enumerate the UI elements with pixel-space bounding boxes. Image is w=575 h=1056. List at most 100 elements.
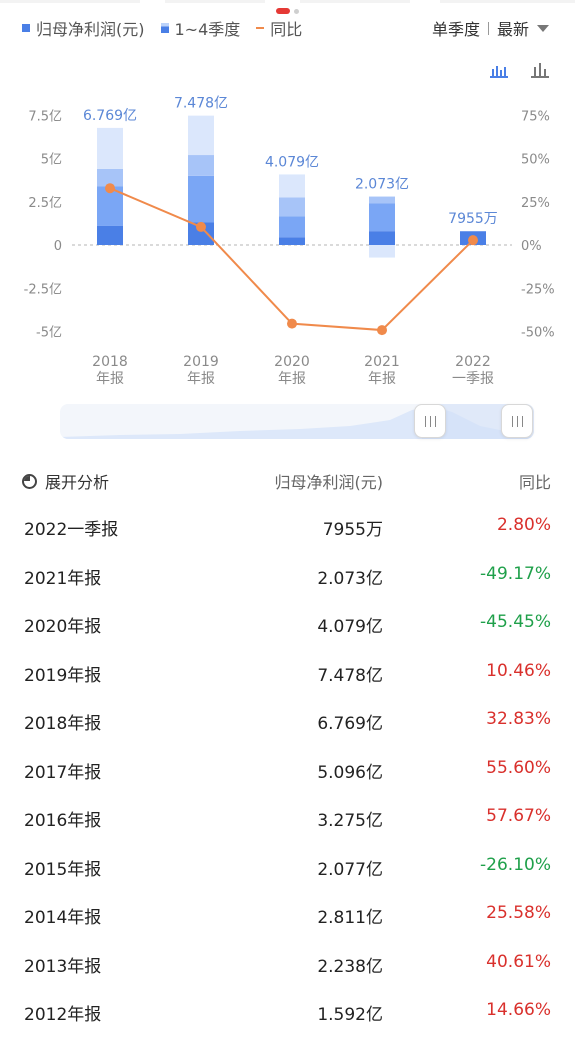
- bar-total-label: 7.478亿: [174, 96, 228, 112]
- bar-segment: [97, 225, 123, 245]
- row-period: 2012年报: [24, 1005, 102, 1025]
- range-slider[interactable]: [60, 404, 534, 439]
- drag-handle-icon[interactable]: [414, 404, 446, 438]
- row-yoy: 40.61%: [486, 951, 551, 972]
- bar-segment: [369, 196, 395, 204]
- left-axis-tick-label: 2.5亿: [28, 196, 62, 211]
- x-axis-tick-label: 2021: [364, 354, 400, 370]
- row-value: 2.238亿: [317, 956, 383, 977]
- table-row[interactable]: 2017年报 5.096亿 55.60%: [0, 746, 575, 795]
- table-row[interactable]: 2020年报 4.079亿 -45.45%: [0, 600, 575, 649]
- page-indicator-inactive[interactable]: [294, 9, 299, 14]
- right-axis-tick-label: -25%: [521, 282, 555, 297]
- row-period: 2021年报: [24, 568, 102, 589]
- bar-segment: [188, 115, 214, 156]
- chevron-down-icon[interactable]: [537, 24, 549, 32]
- legend-swatch-quarters: [160, 23, 169, 33]
- row-yoy: 2.80%: [496, 515, 551, 535]
- x-axis-tick-label: 2022: [455, 354, 491, 370]
- table-row[interactable]: 2013年报 2.238亿 40.61%: [0, 940, 575, 989]
- row-period: 2018年报: [24, 714, 102, 734]
- right-axis-tick-label: 75%: [521, 109, 550, 124]
- bar-segment: [188, 222, 214, 245]
- row-yoy: 25.58%: [486, 903, 551, 923]
- top-tab-strip: [0, 0, 575, 8]
- x-axis-tick-label: 年报: [368, 371, 396, 387]
- row-value: 2.077亿: [317, 859, 383, 880]
- right-axis-tick-label: 50%: [521, 153, 550, 168]
- left-axis-tick-label: -2.5亿: [24, 282, 62, 297]
- bar-total-label: 4.079亿: [265, 154, 319, 170]
- table-row[interactable]: 2021年报 2.073亿 -49.17%: [0, 552, 575, 601]
- row-period: 2020年报: [24, 617, 102, 637]
- row-value: 4.079亿: [317, 617, 383, 637]
- legend-item-yoy[interactable]: 同比: [256, 16, 302, 40]
- row-value: 1.592亿: [317, 1005, 383, 1025]
- table-row[interactable]: 2015年报 2.077亿 -26.10%: [0, 843, 575, 892]
- table-row[interactable]: 2018年报 6.769亿 32.83%: [0, 697, 575, 746]
- column-header-yoy: 同比: [518, 473, 551, 492]
- bar-segment: [97, 168, 123, 187]
- page-indicator-active: [276, 8, 290, 14]
- right-axis-tick-label: 25%: [521, 196, 550, 211]
- bar-segment: [369, 203, 395, 232]
- table-row[interactable]: 2014年报 2.811亿 25.58%: [0, 891, 575, 940]
- expand-analysis-label: 展开分析: [45, 473, 110, 492]
- x-axis-tick-label: 一季报: [452, 371, 494, 387]
- row-period: 2015年报: [24, 859, 102, 880]
- table-row[interactable]: 2016年报 3.275亿 57.67%: [0, 794, 575, 843]
- legend-swatch-profit: [22, 24, 30, 32]
- bar-segment: [97, 127, 123, 169]
- row-period: 2019年报: [24, 665, 102, 686]
- x-axis-tick-label: 2020: [274, 354, 310, 370]
- legend-label-quarters: 1~4季度: [174, 20, 241, 39]
- row-value: 2.073亿: [317, 568, 383, 589]
- profit-table: 2022一季报 7955万 2.80% 2021年报 2.073亿 -49.17% 2020…: [0, 503, 575, 1037]
- row-yoy: 55.60%: [486, 757, 551, 778]
- row-yoy: 14.66%: [486, 1000, 551, 1020]
- bar-segment: [188, 155, 214, 176]
- bar-segment: [279, 174, 305, 198]
- profit-chart: 7.5亿 5亿 2.5亿 0 -2.5亿 -5亿 75% 50% 25% 0% -25% -50% 6.…: [24, 96, 555, 387]
- bar-total-label: 2.073亿: [355, 177, 409, 193]
- row-yoy: 57.67%: [486, 806, 551, 826]
- yoy-point: [468, 235, 478, 246]
- period-mode-button[interactable]: 单季度: [431, 20, 480, 39]
- slider-preview-area: [60, 404, 534, 439]
- bar-total-label: 7955万: [448, 211, 498, 227]
- row-value: 5.096亿: [317, 762, 383, 783]
- column-header-value: 归母净利润(元): [274, 473, 384, 492]
- expand-analysis-button[interactable]: 展开分析: [22, 469, 109, 493]
- row-yoy: -49.17%: [480, 563, 551, 584]
- bar-segment: [279, 197, 305, 217]
- yoy-point: [377, 325, 387, 336]
- row-value: 7955万: [322, 520, 383, 540]
- table-row[interactable]: 2019年报 7.478亿 10.46%: [0, 649, 575, 698]
- bar-segment: [279, 216, 305, 238]
- left-axis-tick-label: 5亿: [41, 153, 62, 168]
- bar-segment: [369, 231, 395, 245]
- x-axis-tick-label: 年报: [96, 371, 124, 387]
- bar-stack-icon[interactable]: [490, 62, 508, 78]
- left-axis-tick-label: 0: [54, 239, 62, 254]
- bar-segment: [188, 175, 214, 223]
- drag-handle-icon[interactable]: [501, 404, 533, 438]
- table-header: 展开分析 归母净利润(元) 同比: [0, 465, 575, 495]
- chart-legend: 归母净利润(元) 1~4季度 同比: [22, 17, 318, 39]
- row-period: 2013年报: [24, 956, 102, 977]
- x-axis-tick-label: 2018: [92, 354, 128, 370]
- row-yoy: 32.83%: [486, 709, 551, 729]
- yoy-point: [196, 221, 206, 232]
- legend-item-quarters[interactable]: 1~4季度: [160, 16, 241, 40]
- sort-dropdown[interactable]: 最新: [496, 20, 529, 39]
- bar-segment: [369, 245, 395, 258]
- legend-item-profit[interactable]: 归母净利润(元): [22, 16, 145, 40]
- row-period: 2017年报: [24, 762, 102, 783]
- table-row[interactable]: 2022一季报 7955万 2.80%: [0, 503, 575, 552]
- left-axis-tick-label: -5亿: [36, 326, 62, 341]
- left-axis-tick-label: 7.5亿: [28, 109, 62, 124]
- yoy-point: [287, 318, 297, 329]
- bar-chart-icon[interactable]: [531, 62, 549, 78]
- table-row[interactable]: 2012年报 1.592亿 14.66%: [0, 988, 575, 1037]
- bar-segment: [279, 237, 305, 245]
